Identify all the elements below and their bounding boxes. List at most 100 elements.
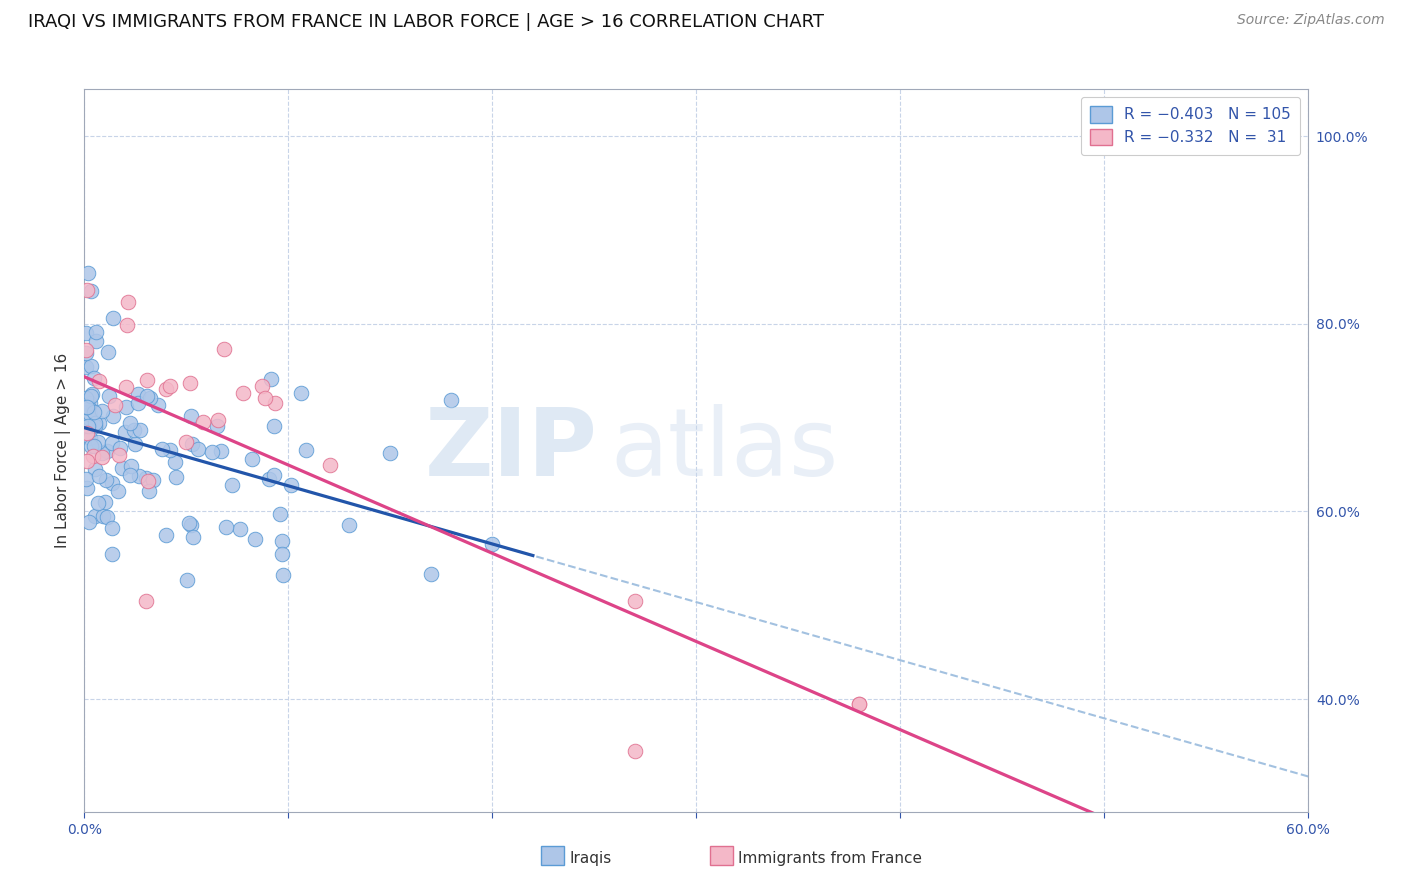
Point: [101, 311, 124, 326]
Point: [101, 521, 124, 535]
Point: [271, 547, 294, 561]
Y-axis label: In Labor Force | Age > 16: In Labor Force | Age > 16: [55, 353, 72, 548]
Point: [87, 375, 110, 389]
Point: [83, 370, 105, 384]
Point: [118, 467, 141, 482]
Point: [191, 415, 214, 429]
Text: ZIP: ZIP: [425, 404, 598, 497]
Point: [101, 475, 124, 490]
Point: [91, 450, 114, 465]
Point: [108, 448, 131, 462]
Point: [159, 378, 181, 392]
Point: [87, 416, 110, 430]
Point: [221, 477, 243, 491]
Point: [228, 522, 250, 536]
Point: [101, 548, 124, 562]
Point: [120, 417, 142, 431]
Point: [80, 439, 103, 453]
Point: [146, 398, 169, 412]
Point: [101, 436, 124, 450]
Point: [187, 442, 209, 456]
Point: [135, 594, 157, 608]
Point: [263, 418, 285, 433]
Point: [295, 443, 318, 458]
Point: [76, 454, 98, 468]
Legend: R = −0.403   N = 105, R = −0.332   N =  31: R = −0.403 N = 105, R = −0.332 N = 31: [1081, 97, 1301, 154]
Point: [481, 536, 503, 550]
Point: [848, 697, 870, 711]
Point: [75, 392, 97, 406]
Point: [84, 462, 107, 476]
Point: [174, 434, 197, 449]
Point: [136, 474, 159, 488]
Point: [83, 508, 105, 523]
Point: [115, 400, 138, 414]
Point: [79, 407, 101, 421]
Point: [76, 425, 98, 440]
Point: [76, 283, 98, 297]
Point: [280, 478, 302, 492]
Point: [114, 380, 136, 394]
Point: [97, 389, 120, 403]
Point: [339, 518, 361, 533]
Point: [624, 593, 647, 607]
Point: [107, 483, 129, 498]
Point: [114, 425, 136, 440]
Point: [96, 509, 118, 524]
Point: [79, 359, 101, 373]
Point: [75, 326, 97, 340]
Point: [271, 568, 294, 582]
Point: [129, 423, 152, 437]
Point: [75, 346, 97, 360]
Point: [103, 409, 125, 423]
Point: [83, 439, 105, 453]
Point: [75, 401, 97, 415]
Point: [136, 373, 159, 387]
Point: [624, 744, 647, 758]
Point: [165, 455, 187, 469]
Point: [848, 697, 870, 711]
Point: [179, 376, 201, 390]
Point: [84, 334, 107, 349]
Text: Iraqis: Iraqis: [569, 851, 612, 865]
Point: [87, 496, 110, 510]
Point: [84, 416, 107, 430]
Point: [264, 396, 287, 410]
Point: [86, 326, 108, 340]
Point: [117, 318, 139, 332]
Point: [83, 405, 105, 419]
Point: [180, 409, 202, 424]
Point: [76, 481, 98, 495]
Point: [215, 520, 238, 534]
Text: Immigrants from France: Immigrants from France: [738, 851, 922, 865]
Point: [124, 436, 146, 450]
Point: [91, 404, 114, 418]
Point: [138, 391, 160, 405]
Point: [77, 419, 100, 434]
Text: IRAQI VS IMMIGRANTS FROM FRANCE IN LABOR FORCE | AGE > 16 CORRELATION CHART: IRAQI VS IMMIGRANTS FROM FRANCE IN LABOR…: [28, 13, 824, 31]
Point: [138, 484, 160, 499]
Point: [142, 473, 165, 487]
Point: [111, 460, 134, 475]
Point: [127, 396, 149, 410]
Point: [79, 395, 101, 409]
Point: [128, 469, 150, 483]
Point: [136, 389, 159, 403]
Point: [94, 495, 117, 509]
Point: [117, 295, 139, 310]
Point: [253, 392, 276, 406]
Point: [96, 444, 118, 458]
Point: [240, 452, 263, 467]
Point: [104, 398, 127, 412]
Point: [319, 458, 342, 473]
Point: [177, 516, 200, 530]
Point: [122, 424, 145, 438]
Point: [90, 446, 112, 460]
Point: [76, 401, 98, 415]
Point: [76, 266, 98, 280]
Point: [79, 284, 101, 298]
Point: [91, 508, 114, 523]
Point: [271, 534, 294, 549]
Point: [97, 345, 120, 359]
Point: [165, 469, 187, 483]
